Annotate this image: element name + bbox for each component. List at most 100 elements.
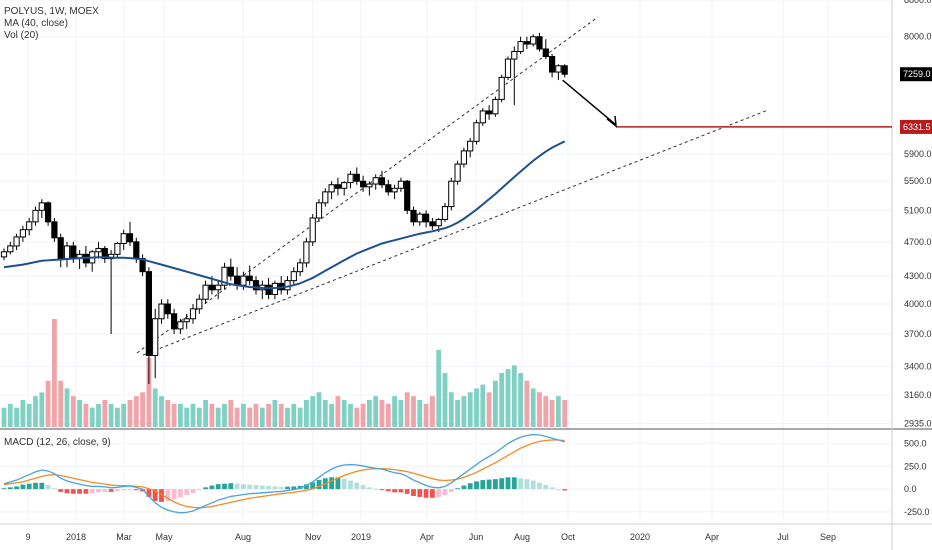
macd-hist-bar xyxy=(430,489,435,498)
macd-hist-bar xyxy=(461,485,467,490)
time-tick-label: May xyxy=(155,532,173,542)
candle-body xyxy=(309,217,316,243)
macd-hist-bar xyxy=(1,488,7,490)
candle-body xyxy=(13,236,20,247)
volume-bar xyxy=(215,407,221,427)
candle-body xyxy=(145,271,153,356)
candle-body xyxy=(347,173,354,184)
macd-hist-bar xyxy=(524,479,530,490)
volume-bar xyxy=(39,392,45,427)
macd-hist-bar xyxy=(493,479,498,490)
volume-bar xyxy=(33,396,38,427)
macd-label[interactable]: MACD (12, 26, close, 9) xyxy=(4,437,111,448)
macd-hist-bar xyxy=(259,485,265,490)
macd-hist-bar xyxy=(367,487,372,490)
macd-hist-bar xyxy=(278,486,284,490)
volume-label[interactable]: Vol (20) xyxy=(4,30,39,41)
candle-body xyxy=(133,241,140,260)
macd-line xyxy=(3,433,565,514)
macd-hist-bar xyxy=(310,482,316,490)
ma-label[interactable]: MA (40, close) xyxy=(4,18,68,29)
candle-body xyxy=(7,245,14,253)
volume-bar xyxy=(102,400,108,427)
macd-hist-bar xyxy=(178,489,183,498)
macd-hist-bar xyxy=(556,489,561,491)
candle-body xyxy=(341,182,348,189)
macd-hist-bar xyxy=(146,489,152,497)
time-tick-label: Apr xyxy=(705,532,719,542)
target-price-tag xyxy=(900,119,932,134)
candle-body xyxy=(227,266,234,277)
volume-bar xyxy=(461,396,467,427)
macd-hist-bar xyxy=(474,481,479,490)
time-axis-labels: 9 2018 Mar May Aug Nov 2019 Apr Jun Aug Oct 2020 Apr… xyxy=(25,532,836,542)
candle-body xyxy=(126,233,134,243)
volume-bar xyxy=(467,392,473,427)
volume-bar xyxy=(234,407,240,427)
time-tick-label: 2019 xyxy=(351,532,371,542)
macd-hist-bar xyxy=(304,484,309,490)
time-tick-label: Jun xyxy=(469,532,484,542)
price-axis-labels: 8800.0 8000.0 5900.0 5500.0 5100.0 4700.0 4300… xyxy=(904,0,932,517)
candle-body xyxy=(32,209,39,223)
macd-hist-bar xyxy=(89,489,95,494)
macd-hist-bar xyxy=(354,482,360,490)
candle-body xyxy=(404,180,411,211)
volume-bar xyxy=(341,400,347,427)
candle-body xyxy=(479,110,486,124)
candle-body xyxy=(555,65,562,73)
macd-hist-bar xyxy=(455,488,460,490)
macd-hist-bar xyxy=(184,489,190,496)
volume-bar xyxy=(115,407,120,427)
volume-bar xyxy=(108,403,114,427)
volume-bar xyxy=(474,388,479,427)
time-tick-label: Jul xyxy=(777,532,789,542)
candle-body xyxy=(397,180,404,189)
candle-body xyxy=(221,266,228,286)
volume-bar xyxy=(316,392,322,427)
macd-hist-bar xyxy=(133,489,139,491)
volume-bar xyxy=(228,400,234,427)
macd-hist-bar xyxy=(108,489,114,492)
macd-hist-bar xyxy=(392,489,397,493)
volume-bar xyxy=(121,403,127,427)
candle-body xyxy=(328,184,335,193)
volume-bar xyxy=(222,403,227,427)
macd-hist-bar xyxy=(83,489,89,494)
volume-bar xyxy=(291,403,297,427)
macd-hist-bar xyxy=(26,483,32,490)
volume-bar xyxy=(140,392,145,427)
candle-body xyxy=(234,275,241,286)
time-tick-label: Sep xyxy=(820,532,836,542)
volume-bar xyxy=(266,403,271,427)
volume-bar xyxy=(304,400,309,427)
volume-bar xyxy=(455,400,460,427)
symbol-label[interactable]: POLYUS, 1W, MOEX xyxy=(4,6,99,17)
candle-body xyxy=(51,221,58,239)
macd-hist-bar xyxy=(285,486,290,490)
candle-body xyxy=(189,308,197,320)
macd-hist-bar xyxy=(121,489,127,491)
volume-bar xyxy=(354,407,360,427)
volume-bar xyxy=(77,400,82,427)
volume-bar xyxy=(379,400,385,427)
time-tick-label: Apr xyxy=(420,532,434,542)
macd-hist-bar xyxy=(152,489,158,501)
volume-bar xyxy=(14,407,19,427)
volume-bar xyxy=(335,396,341,427)
candle-body xyxy=(196,298,203,310)
candle-body xyxy=(561,65,568,75)
macd-hist-bar xyxy=(203,487,208,490)
volume-bar xyxy=(423,403,429,427)
volume-bar xyxy=(549,400,555,427)
ma-line xyxy=(3,140,566,290)
last-price-tag xyxy=(900,67,932,82)
price-tick-label: 3160.0 xyxy=(904,390,932,400)
candle-body xyxy=(164,303,171,315)
macd-hist-bar xyxy=(511,477,517,490)
candle-body xyxy=(410,209,417,223)
candle-body xyxy=(385,184,392,193)
volume-bar xyxy=(524,380,530,427)
